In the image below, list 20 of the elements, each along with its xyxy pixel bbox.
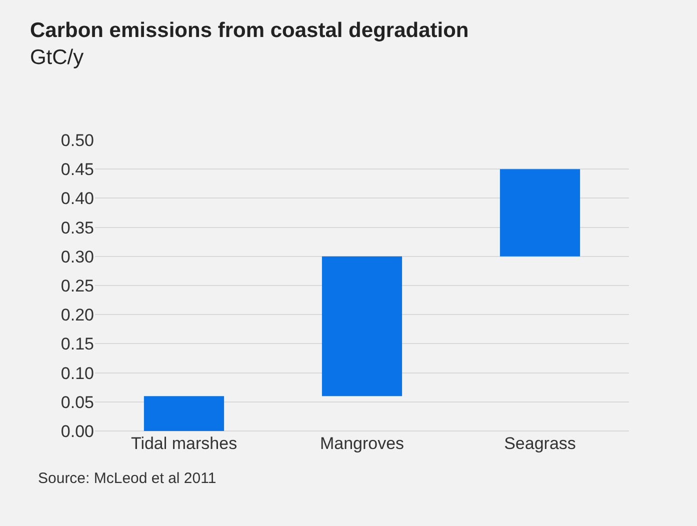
x-tick-label: Seagrass: [504, 434, 576, 453]
bar: [144, 396, 224, 431]
bar: [500, 169, 580, 256]
chart-subtitle: GtC/y: [30, 46, 84, 70]
y-tick-label: 0.40: [60, 189, 94, 208]
y-tick-label: 0.10: [60, 364, 94, 383]
y-tick-label: 0.15: [60, 334, 94, 354]
y-tick-label: 0.30: [60, 247, 94, 266]
y-tick-label: 0.05: [60, 392, 94, 412]
y-tick-label: 0.50: [60, 130, 94, 150]
y-tick-label: 0.35: [60, 218, 94, 238]
chart-title: Carbon emissions from coastal degradation: [30, 18, 469, 42]
y-tick-label: 0.20: [60, 306, 94, 325]
y-tick-label: 0.25: [60, 276, 94, 296]
y-tick-label: 0.45: [60, 160, 94, 180]
x-tick-label: Tidal marshes: [130, 434, 238, 453]
x-tick-label: Mangroves: [320, 434, 404, 453]
bar: [322, 256, 402, 396]
source-note: Source: McLeod et al 2011: [38, 470, 216, 487]
y-tick-label: 0.00: [60, 422, 94, 441]
